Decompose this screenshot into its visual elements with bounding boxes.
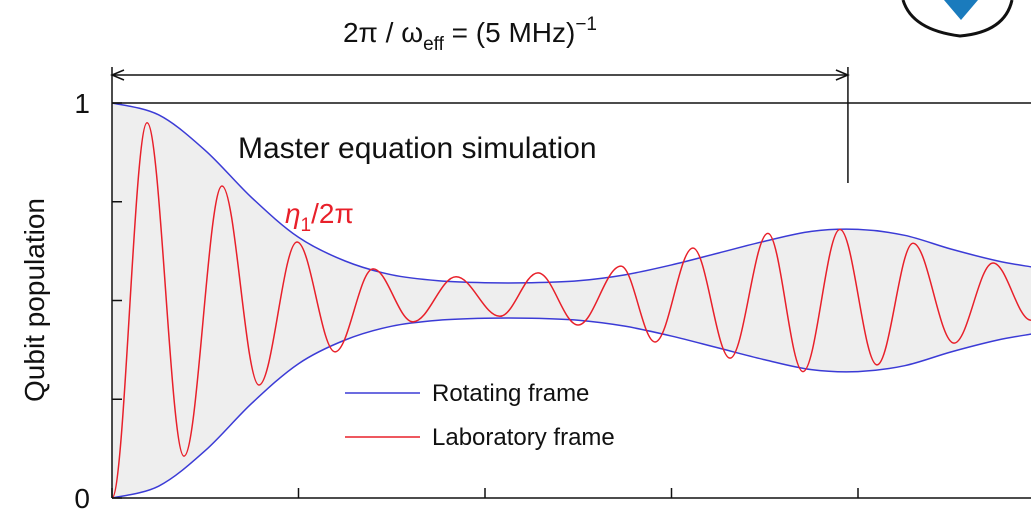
rate-label: η1/2π: [285, 198, 354, 236]
title-sup: −1: [575, 14, 597, 35]
rate-sub: 1: [301, 215, 312, 236]
lab-frame-line: [111, 121, 1031, 499]
envelope-upper: [111, 102, 1031, 284]
rate-main: η: [285, 198, 301, 229]
legend-label: Laboratory frame: [432, 424, 615, 451]
corner-icon: [901, 0, 1014, 38]
legend-label: Rotating frame: [432, 380, 589, 407]
rate-rest: /2π: [311, 198, 354, 229]
y-axis-label: Qubit population: [19, 198, 50, 402]
envelope-lower: [111, 317, 1031, 499]
title-sub: eff: [423, 34, 445, 55]
y-tick-label: 0: [74, 483, 90, 511]
title-mid: = (5 MHz): [444, 17, 575, 48]
envelope-fill: [112, 103, 1031, 498]
chart-title: 2π / ωeff = (5 MHz)−1: [343, 14, 597, 55]
title-main: 2π / ω: [343, 17, 423, 48]
annotation: Master equation simulation: [238, 132, 597, 165]
y-tick-label: 1: [74, 88, 90, 119]
